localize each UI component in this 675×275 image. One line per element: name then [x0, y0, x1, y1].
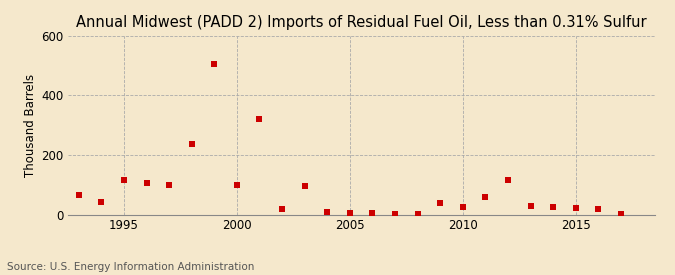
Point: [299, 184, 310, 188]
Point: [164, 183, 175, 187]
Point: [119, 178, 130, 182]
Point: [593, 207, 603, 211]
Point: [480, 195, 491, 199]
Point: [277, 207, 288, 211]
Point: [344, 211, 355, 215]
Point: [186, 142, 197, 147]
Point: [525, 204, 536, 208]
Point: [232, 183, 242, 187]
Point: [435, 200, 446, 205]
Point: [367, 211, 378, 215]
Point: [570, 206, 581, 210]
Point: [389, 211, 400, 216]
Point: [74, 193, 84, 197]
Point: [616, 211, 626, 216]
Point: [254, 117, 265, 121]
Point: [547, 205, 558, 209]
Point: [458, 205, 468, 209]
Point: [322, 210, 333, 214]
Point: [412, 211, 423, 216]
Point: [209, 62, 220, 66]
Title: Annual Midwest (PADD 2) Imports of Residual Fuel Oil, Less than 0.31% Sulfur: Annual Midwest (PADD 2) Imports of Resid…: [76, 15, 647, 31]
Point: [503, 178, 514, 182]
Text: Source: U.S. Energy Information Administration: Source: U.S. Energy Information Administ…: [7, 262, 254, 272]
Y-axis label: Thousand Barrels: Thousand Barrels: [24, 73, 37, 177]
Point: [96, 200, 107, 204]
Point: [141, 181, 152, 185]
